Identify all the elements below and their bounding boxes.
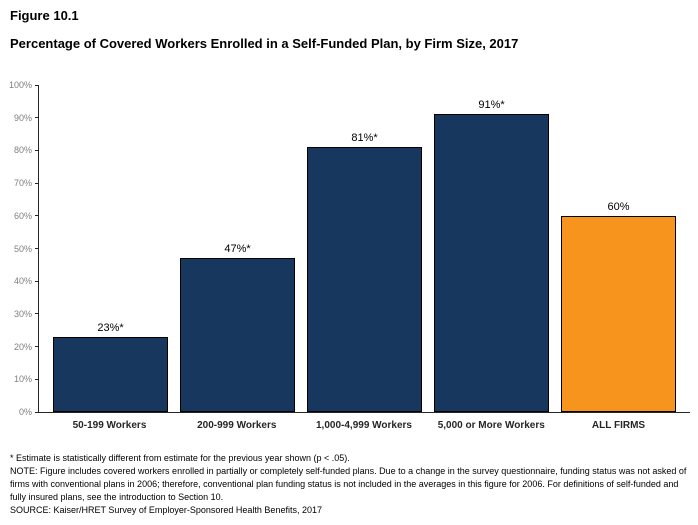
x-axis-labels: 50-199 Workers 200-999 Workers 1,000-4,999… <box>38 420 690 431</box>
figure-title: Percentage of Covered Workers Enrolled i… <box>10 36 519 51</box>
bar-group: 47%* <box>180 85 295 412</box>
x-axis-label: 1,000-4,999 Workers <box>316 420 412 431</box>
y-axis-tick-mark <box>35 378 39 380</box>
x-axis-label: 200-999 Workers <box>197 420 277 431</box>
y-axis: 0% 10% 20% 30% 40% 50% 60% 70% 80% 90% 100% <box>9 80 690 417</box>
y-axis-tick-label: 20% <box>13 341 32 352</box>
figure-number: Figure 10.1 <box>10 8 79 23</box>
x-axis-label: 5,000 or More Workers <box>437 420 545 431</box>
y-axis-tick-label: 40% <box>13 276 32 287</box>
y-axis-tick-label: 90% <box>13 112 32 123</box>
bars-container: 23%* 47%* 81%* 91%* 60% <box>39 85 690 412</box>
y-axis-tick: 40% <box>1 274 39 288</box>
y-axis-tick-mark <box>35 313 39 315</box>
footnote-note: NOTE: Figure includes covered workers en… <box>10 466 687 502</box>
bar <box>434 114 549 412</box>
y-axis-tick: 60% <box>1 209 39 223</box>
y-axis-tick-label: 70% <box>13 178 32 189</box>
bar-data-label: 60% <box>607 200 630 213</box>
y-axis-tick-label: 60% <box>13 210 32 221</box>
y-axis-tick-label: 50% <box>13 243 32 254</box>
bar-group: 23%* <box>53 85 168 412</box>
y-axis-tick-label: 10% <box>13 374 32 385</box>
footnote-estimate: * Estimate is statistically different fr… <box>10 453 350 463</box>
y-axis-tick-mark <box>35 182 39 184</box>
y-axis-tick-mark <box>35 149 39 151</box>
y-axis-tick-label: 30% <box>13 308 32 319</box>
y-axis-tick-mark <box>35 215 39 217</box>
y-axis-tick: 70% <box>1 176 39 190</box>
y-axis-tick-mark <box>35 84 39 86</box>
bar-data-label: 81%* <box>351 132 378 145</box>
bar-data-label: 23%* <box>97 321 124 334</box>
y-axis-tick-label: 80% <box>13 145 32 156</box>
footnote-source: SOURCE: Kaiser/HRET Survey of Employer-S… <box>10 505 322 515</box>
x-axis-label: ALL FIRMS <box>591 420 646 431</box>
bar <box>180 258 295 412</box>
y-axis-tick: 20% <box>1 340 39 354</box>
y-axis-tick: 90% <box>1 111 39 125</box>
y-axis-tick: 100% <box>1 78 39 92</box>
bar-data-label: 91%* <box>478 99 505 112</box>
y-axis-tick-mark <box>35 280 39 282</box>
y-axis-tick-mark <box>35 117 39 119</box>
y-axis-tick-mark <box>35 248 39 249</box>
bar <box>561 215 676 412</box>
x-axis-label: 50-199 Workers <box>72 420 147 431</box>
y-axis-tick-mark <box>35 346 39 348</box>
y-axis-tick: 80% <box>1 143 39 157</box>
y-axis-tick: 10% <box>1 372 39 386</box>
y-axis-tick-mark <box>35 411 39 413</box>
y-axis-tick: 30% <box>1 307 39 321</box>
bar-group: 60% <box>561 85 676 412</box>
y-axis-tick-label: 0% <box>18 407 32 417</box>
y-axis-tick-label: 100% <box>8 80 32 90</box>
bar-group: 81%* <box>307 85 422 412</box>
chart-plot-area: 0% 10% 20% 30% 40% 50% 60% 70% 80% 90% 100% 23%* 47… <box>9 80 690 417</box>
y-axis-tick: 50% <box>1 242 39 256</box>
bar-group: 91%* <box>434 85 549 412</box>
y-axis-tick: 0% <box>1 405 39 419</box>
footnotes: * Estimate is statistically different fr… <box>10 452 692 517</box>
bar <box>53 336 168 412</box>
bar-data-label: 47%* <box>224 243 251 256</box>
bar <box>307 147 422 412</box>
